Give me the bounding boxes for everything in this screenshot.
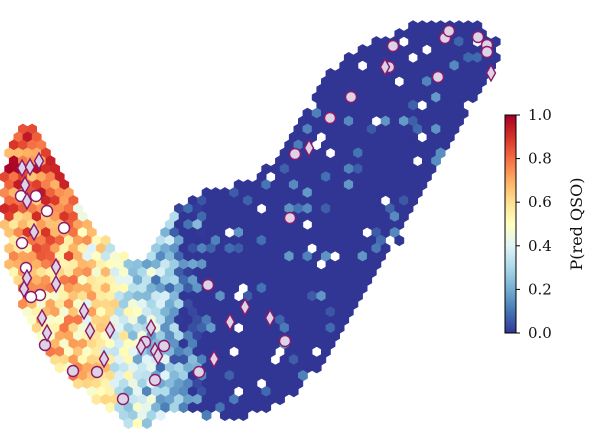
source-circle-marker <box>157 339 171 353</box>
source-diamond-marker <box>485 63 497 83</box>
source-circle-marker <box>283 211 297 225</box>
source-diamond-marker <box>19 175 31 195</box>
source-markers <box>14 24 497 406</box>
hexbin-cell <box>229 409 239 422</box>
source-diamond-marker <box>50 274 62 294</box>
source-circle-marker <box>442 24 456 38</box>
colorbar-tick-label: 0.4 <box>528 237 552 255</box>
source-diamond-marker <box>21 191 33 211</box>
source-circle-marker <box>201 278 215 292</box>
hexbin-cell <box>142 417 152 430</box>
source-circle-marker <box>40 204 54 218</box>
hexbin-cell <box>178 401 189 414</box>
hexbin-cell <box>394 234 405 247</box>
colorbar-ticks: 0.0 0.2 0.4 0.6 0.8 1.0 <box>516 106 552 342</box>
hexbin-cell <box>155 409 166 422</box>
colorbar-tick-label: 0.8 <box>528 150 552 168</box>
source-circle-marker <box>29 189 43 203</box>
source-diamond-marker <box>152 346 164 366</box>
colorbar-tick-label: 0.6 <box>528 193 552 211</box>
source-circle-marker <box>278 334 292 348</box>
source-circle-marker <box>288 147 302 161</box>
source-diamond-marker <box>104 320 116 340</box>
source-circle-marker <box>116 392 130 406</box>
source-diamond-marker <box>84 321 96 341</box>
hexbin-cell <box>187 401 198 414</box>
hexbin-cell <box>169 401 180 414</box>
source-circle-marker <box>90 365 104 379</box>
colorbar-tick-label: 0.0 <box>528 324 552 342</box>
hexbin-cells <box>0 20 501 430</box>
source-diamond-marker <box>303 138 315 158</box>
hexbin-cell <box>311 362 322 374</box>
source-circle-marker <box>192 365 206 379</box>
source-diamond-marker <box>145 318 157 338</box>
hexbin-cell <box>132 417 143 430</box>
source-circle-marker <box>431 70 445 84</box>
colorbar-tick-label: 1.0 <box>528 106 552 124</box>
source-circle-marker <box>480 45 494 59</box>
hexbin-cell <box>220 409 230 422</box>
source-circle-marker <box>471 30 485 44</box>
source-diamond-marker <box>16 158 28 178</box>
colorbar-tick-label: 0.2 <box>528 280 552 298</box>
source-diamond-marker <box>33 151 45 171</box>
source-diamond-marker <box>239 297 251 317</box>
hexbin-cell <box>123 417 134 430</box>
hexbin-cell <box>238 409 249 422</box>
source-diamond-marker <box>36 308 48 328</box>
hexbin-cell <box>54 362 65 374</box>
source-circle-marker <box>57 221 71 235</box>
source-circle-marker <box>323 111 337 125</box>
source-circle-marker <box>66 364 80 378</box>
hexbin-cell <box>73 377 83 390</box>
source-diamond-marker <box>24 157 36 177</box>
hexbin-cell <box>105 401 115 414</box>
source-diamond-marker <box>78 301 90 321</box>
source-circle-marker <box>24 290 38 304</box>
source-circle-marker <box>148 373 162 387</box>
source-diamond-marker <box>28 222 40 242</box>
hexbin-cell <box>261 401 272 414</box>
source-diamond-marker <box>41 323 53 343</box>
source-circle-marker <box>344 90 358 104</box>
colorbar: 0.0 0.2 0.4 0.6 0.8 1.0 P(red QSO) <box>504 106 586 342</box>
source-diamond-marker <box>208 349 220 369</box>
source-diamond-marker <box>98 349 110 369</box>
colorbar-scale <box>504 114 517 334</box>
hexbin-cell <box>252 401 262 414</box>
source-diamond-marker <box>264 308 276 328</box>
hexbin-cell <box>288 385 299 398</box>
source-diamond-marker <box>224 312 236 332</box>
source-diamond-marker <box>135 337 147 357</box>
source-circle-marker <box>386 39 400 53</box>
source-diamond-marker <box>379 57 391 77</box>
hexbin-cell <box>275 393 285 406</box>
hexbin-cell <box>467 91 478 104</box>
source-circle-marker <box>38 338 52 352</box>
source-circle-marker <box>15 236 29 250</box>
hexbin-cell <box>91 393 102 406</box>
source-diamond-marker <box>18 279 30 299</box>
colorbar-label: P(red QSO) <box>567 178 586 271</box>
hexbin-cell <box>201 409 212 422</box>
